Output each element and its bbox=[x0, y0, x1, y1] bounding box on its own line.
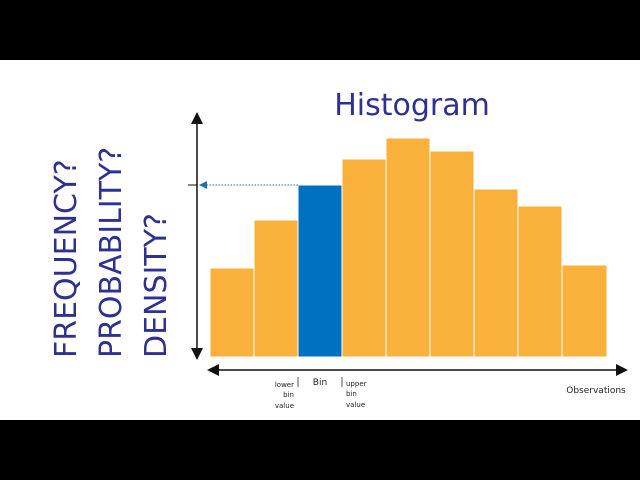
bar bbox=[561, 264, 608, 358]
bar bbox=[385, 137, 431, 358]
annotation: value bbox=[275, 402, 294, 410]
annotation: upper bbox=[346, 380, 367, 388]
annotation: lower bbox=[275, 381, 294, 389]
bar bbox=[253, 219, 299, 358]
x-axis-label: Observations bbox=[566, 386, 626, 396]
bar bbox=[473, 188, 519, 358]
annotation: Bin bbox=[313, 378, 327, 388]
y-axis-label: PROBABILITY? bbox=[94, 147, 129, 358]
bar bbox=[517, 205, 563, 358]
annotation: bin bbox=[346, 390, 357, 398]
bar bbox=[341, 158, 387, 358]
annotation: bin bbox=[283, 391, 294, 399]
y-axis-label: DENSITY? bbox=[139, 213, 174, 358]
bar bbox=[209, 267, 255, 358]
bars bbox=[209, 137, 608, 358]
highlighted-bar bbox=[297, 184, 343, 358]
bar bbox=[429, 150, 475, 358]
y-axis-label: FREQUENCY? bbox=[49, 159, 84, 358]
title: Histogram bbox=[334, 88, 490, 123]
y-axis-labels: FREQUENCY? PROBABILITY? DENSITY? bbox=[49, 147, 174, 358]
annotation: value bbox=[346, 401, 365, 409]
